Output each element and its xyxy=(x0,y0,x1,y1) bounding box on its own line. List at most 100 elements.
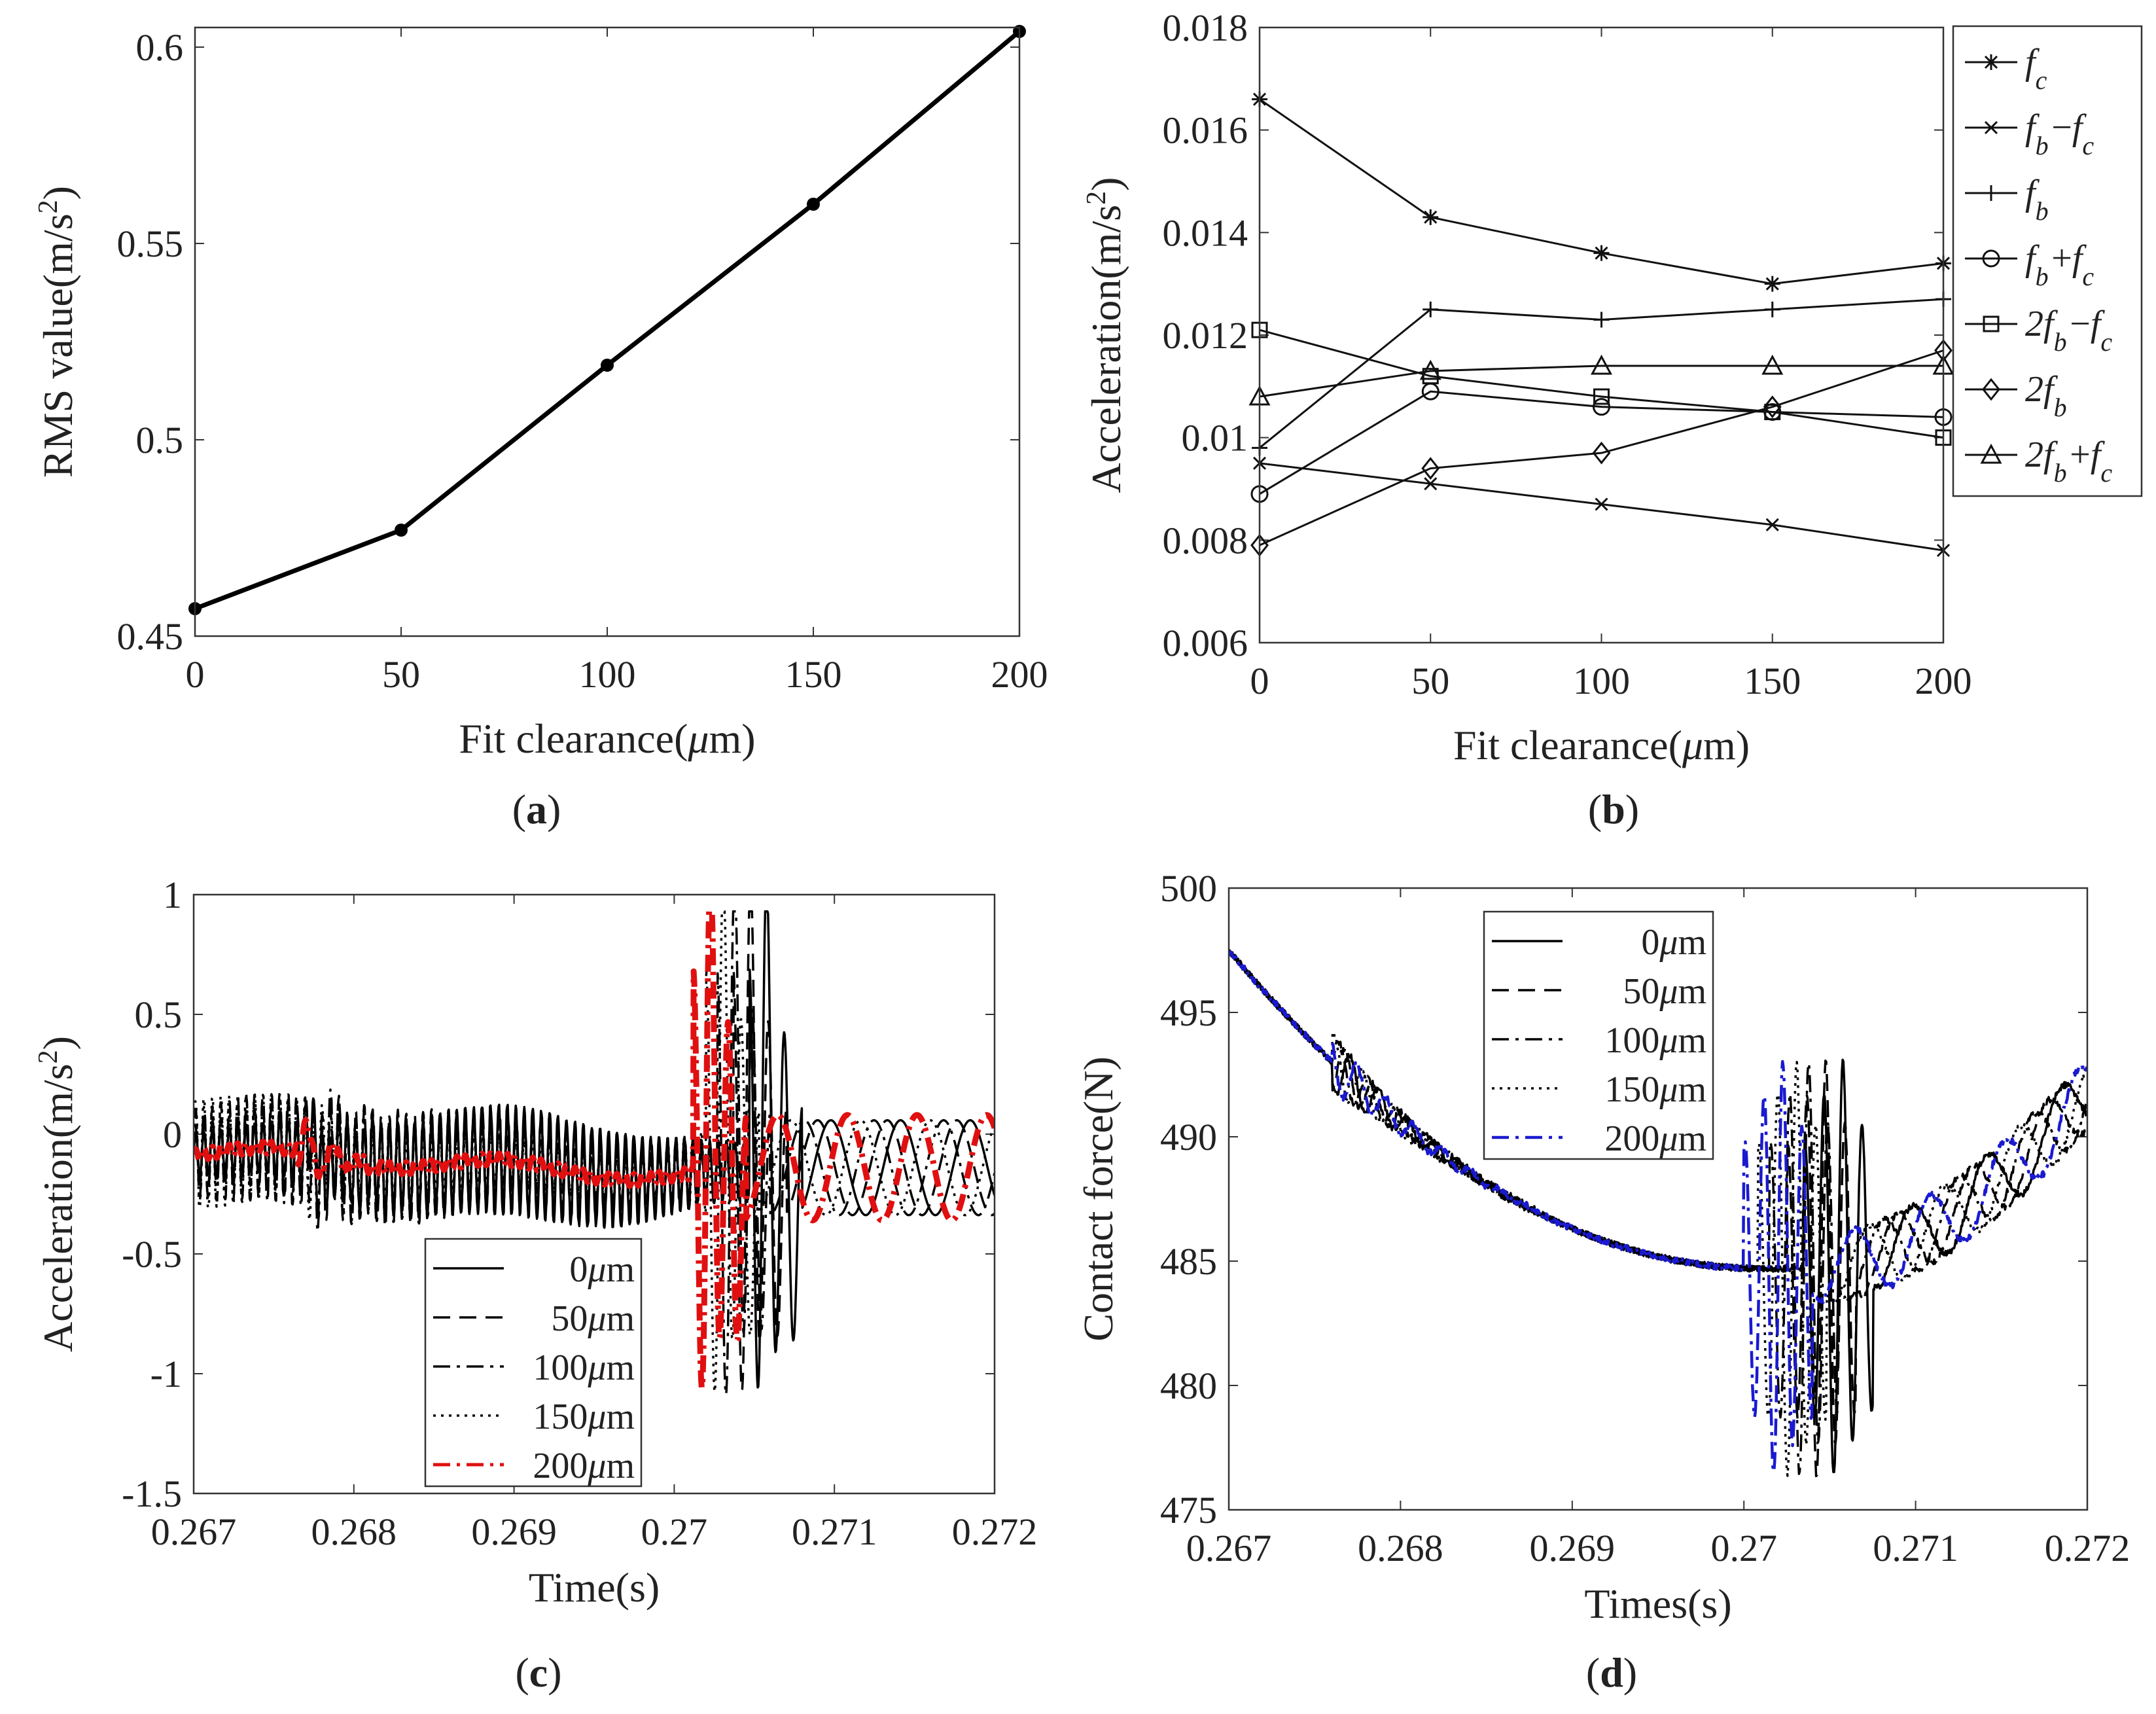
label-part: ) xyxy=(1083,177,1129,191)
y-tick-label: 490 xyxy=(1160,1116,1217,1158)
label-part: 100 xyxy=(1604,1020,1659,1061)
label-part: m xyxy=(1678,1020,1706,1061)
label-part: Acceleration(m/s xyxy=(35,1063,81,1352)
y-tick-label: 0.01 xyxy=(1182,417,1248,459)
x-tick-label: 0.267 xyxy=(151,1510,237,1553)
legend-label: 200μm xyxy=(533,1446,635,1486)
x-tick-label: 0.268 xyxy=(1358,1527,1443,1569)
label-part: μ xyxy=(587,1249,606,1290)
legend-gap xyxy=(2112,304,2115,344)
series-line xyxy=(1259,349,1944,546)
label-part: 2 xyxy=(33,1050,63,1063)
marker-diamond xyxy=(1592,441,1611,465)
marker-triangle xyxy=(1419,359,1441,380)
label-part: m xyxy=(606,1446,635,1486)
x-tick-label: 100 xyxy=(1573,660,1630,702)
marker-triangle xyxy=(1980,443,2002,464)
y-tick-label: 475 xyxy=(1160,1489,1217,1531)
y-tick-label: 495 xyxy=(1160,991,1217,1034)
legend-label: 200μm xyxy=(1604,1118,1706,1159)
label-part: m xyxy=(606,1249,635,1290)
y-tick-label: 0.008 xyxy=(1163,519,1248,562)
axes-frame xyxy=(1258,26,1945,644)
x-tick-label: 0 xyxy=(186,653,205,696)
legend-sub: c xyxy=(2082,131,2094,160)
label-part: Fit clearance( xyxy=(1453,722,1682,768)
legend-op: − xyxy=(2070,304,2091,344)
label-part: μ xyxy=(1659,1118,1678,1159)
legend-label: 100μm xyxy=(533,1348,635,1388)
caption-letter: d xyxy=(1600,1649,1623,1696)
label-part: μ xyxy=(587,1348,606,1388)
label-part: 2 xyxy=(33,200,63,213)
marker-x xyxy=(1984,120,1998,135)
marker-star xyxy=(1595,246,1608,260)
plot-area xyxy=(195,27,1019,636)
y-axis-title: Acceleration(m/s2) xyxy=(33,1036,81,1352)
marker-x xyxy=(1765,518,1779,531)
legend-label: 2fb +fc xyxy=(2025,435,2115,488)
legend-gap xyxy=(2112,435,2115,475)
label-part: RMS value(m/s xyxy=(35,213,81,478)
legend-op: + xyxy=(2070,435,2091,475)
y-tick-label: 0.45 xyxy=(117,615,184,658)
label-part: m xyxy=(1678,1118,1706,1159)
series-line-4 xyxy=(194,908,995,1391)
x-axis-title: Time(s) xyxy=(529,1564,660,1611)
caption-paren: ) xyxy=(548,1649,561,1696)
y-tick-label: 0.55 xyxy=(117,223,184,265)
panel-caption-d: (d) xyxy=(1586,1649,1637,1696)
caption-paren: ( xyxy=(512,786,526,832)
y-tick-label: 0.016 xyxy=(1163,109,1248,152)
series-line xyxy=(1259,390,1944,495)
marker-dot xyxy=(807,198,820,211)
marker-square xyxy=(1764,404,1781,420)
y-tick-label: 0.012 xyxy=(1163,314,1248,357)
y-tick-label: 485 xyxy=(1160,1240,1217,1283)
marker-square xyxy=(1983,315,2000,332)
label-part: 100 xyxy=(533,1348,588,1388)
legend-sub: b xyxy=(2054,327,2067,357)
marker-triangle xyxy=(1590,354,1613,375)
caption-paren: ) xyxy=(547,786,561,832)
series-plus xyxy=(1252,291,1951,456)
label-part: 0 xyxy=(1641,922,1659,963)
caption-letter: b xyxy=(1602,786,1625,832)
label-part: m xyxy=(1678,922,1706,963)
label-part: Times(s) xyxy=(1584,1580,1731,1627)
panel-caption-a: (a) xyxy=(512,786,561,832)
legend-gap xyxy=(2067,369,2070,410)
label-part: μ xyxy=(587,1298,606,1339)
label-part: 2 xyxy=(1082,191,1112,205)
label-part: μ xyxy=(1659,1020,1678,1061)
marker-dot xyxy=(395,524,408,537)
legend-sub: b xyxy=(2054,393,2067,422)
label-part: m xyxy=(606,1298,635,1339)
y-tick-label: 0.5 xyxy=(136,419,184,461)
label-part: ) xyxy=(35,1036,81,1050)
x-tick-label: 100 xyxy=(579,653,636,696)
y-axis-title: RMS value(m/s2) xyxy=(33,186,81,478)
label-part: 50 xyxy=(551,1298,588,1339)
legend-label: 150μm xyxy=(1604,1069,1706,1110)
legend-box xyxy=(424,1238,643,1488)
y-tick-label: -1.5 xyxy=(122,1473,182,1515)
y-axis-title: Acceleration(m/s2) xyxy=(1082,177,1129,493)
legend-gap xyxy=(2094,238,2097,279)
series-group xyxy=(194,908,995,1396)
x-tick-label: 0.267 xyxy=(1186,1527,1272,1569)
legend-label: 2fb −fc xyxy=(2025,304,2115,357)
marker-star xyxy=(1765,277,1779,291)
legend-sub: b xyxy=(2054,458,2067,488)
marker-star xyxy=(1984,55,1998,69)
x-tick-label: 50 xyxy=(1411,660,1449,702)
x-tick-label: 150 xyxy=(1744,660,1801,702)
caption-paren: ( xyxy=(1588,786,1602,832)
label-part: μ xyxy=(687,715,709,762)
x-tick-label: 0.269 xyxy=(1530,1527,1616,1569)
panel-caption-c: (c) xyxy=(515,1649,561,1696)
legend-f: 2f xyxy=(2025,304,2059,344)
legend-sub: c xyxy=(2100,327,2112,357)
label-part: m xyxy=(1678,971,1706,1012)
